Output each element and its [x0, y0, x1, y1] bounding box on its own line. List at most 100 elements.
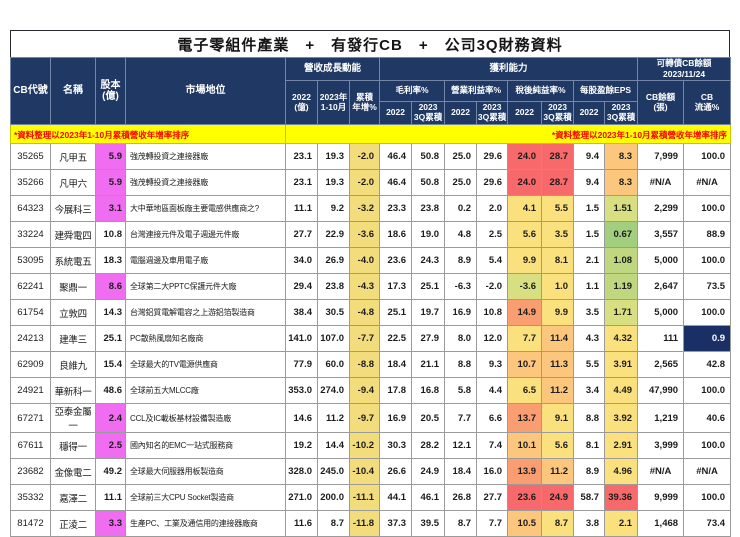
cell-op-2022: 0.2 — [444, 195, 478, 222]
cell-net-3q: 11.3 — [541, 351, 575, 378]
cell-net-3q: 8.7 — [541, 510, 575, 537]
cell-gross-3q: 21.1 — [411, 351, 446, 378]
cell-eps-3q: 0.67 — [604, 221, 639, 248]
cell-net-2022: 24.0 — [507, 169, 543, 196]
cell-op-3q: 2.5 — [476, 221, 509, 248]
cell-op-2022: 25.0 — [444, 169, 478, 196]
col-header-cb-code: CB代號 — [10, 57, 51, 125]
cell-name: 凡甲六 — [50, 169, 96, 196]
cell-eps-3q: 3.92 — [604, 403, 639, 433]
cell-gross-2022: 17.8 — [379, 377, 413, 404]
group-header-profitability: 獲利能力 — [379, 57, 639, 81]
cell-net-2022: 13.7 — [507, 403, 543, 433]
cell-cb-float: 100.0 — [683, 484, 732, 511]
cell-rev-2023: 11.2 — [317, 403, 350, 433]
cell-yoy: -7.7 — [348, 325, 381, 352]
cell-net-3q: 5.5 — [541, 195, 575, 222]
cell-gross-3q: 19.7 — [411, 299, 446, 326]
cell-net-3q: 11.4 — [541, 325, 575, 352]
cell-cb-float: 88.9 — [683, 221, 732, 248]
table-row: 64323 今展科三 3.1 大中華地區面板廠主要電感供應商之? 11.1 9.2 -3.2… — [10, 195, 732, 222]
cell-cb-balance: 47,990 — [637, 377, 685, 404]
cell-op-2022: 4.8 — [444, 221, 478, 248]
cell-gross-2022: 46.4 — [379, 143, 413, 170]
cell-cb-float: 100.0 — [683, 299, 732, 326]
cell-market-position: 國內知名的EMC一站式服務商 — [125, 432, 286, 459]
cell-cb-balance: 111 — [637, 325, 685, 352]
cell-rev-2022: 23.1 — [285, 143, 318, 170]
cell-eps-3q: 2.1 — [604, 510, 639, 537]
cell-cb-float: 42.8 — [683, 351, 732, 378]
col-header-cb-balance: CB餘額 (張) — [637, 80, 685, 125]
cell-cb-code: 61754 — [10, 299, 51, 326]
cell-gross-3q: 19.0 — [411, 221, 446, 248]
cell-capital: 5.9 — [95, 143, 126, 170]
cell-gross-3q: 46.1 — [411, 484, 446, 511]
cell-net-3q: 28.7 — [541, 169, 575, 196]
cell-cb-float: 40.6 — [683, 403, 732, 433]
cell-net-3q: 11.2 — [541, 377, 575, 404]
cell-cb-float: 100.0 — [683, 247, 732, 274]
cell-gross-3q: 16.8 — [411, 377, 446, 404]
cell-eps-2022: 3.8 — [573, 510, 606, 537]
cell-yoy: -10.4 — [348, 458, 381, 485]
cell-net-3q: 9.9 — [541, 299, 575, 326]
cell-gross-3q: 24.3 — [411, 247, 446, 274]
cell-name: 正淩二 — [50, 510, 96, 537]
cell-rev-2022: 11.6 — [285, 510, 318, 537]
col-header-net-2022: 2022 — [507, 101, 543, 125]
cell-rev-2022: 141.0 — [285, 325, 318, 352]
cell-cb-balance: #N/A — [637, 458, 685, 485]
cell-net-2022: 24.0 — [507, 143, 543, 170]
cell-eps-3q: 4.32 — [604, 325, 639, 352]
cell-gross-2022: 17.3 — [379, 273, 413, 300]
cell-capital: 11.1 — [95, 484, 126, 511]
cell-eps-2022: 8.9 — [573, 458, 606, 485]
cell-rev-2023: 19.3 — [317, 143, 350, 170]
cell-cb-balance: 5,000 — [637, 247, 685, 274]
cell-cb-float: 100.0 — [683, 195, 732, 222]
financial-table-sheet: 電子零組件產業 + 有發行CB + 公司3Q財務資料 CB代號 名稱 股本 (億… — [10, 30, 732, 537]
cell-gross-2022: 25.1 — [379, 299, 413, 326]
cell-net-2022: 23.6 — [507, 484, 543, 511]
table-row: 62909 良維九 15.4 全球最大的TV電源供應商 77.9 60.0 -8.8 18.4… — [10, 351, 732, 378]
cell-capital: 49.2 — [95, 458, 126, 485]
cell-market-position: 全球最大伺服器用板製造商 — [125, 458, 286, 485]
cell-net-2022: 10.7 — [507, 351, 543, 378]
cell-cb-code: 67271 — [10, 403, 51, 433]
cell-rev-2022: 271.0 — [285, 484, 318, 511]
cell-yoy: -4.0 — [348, 247, 381, 274]
cell-rev-2023: 9.2 — [317, 195, 350, 222]
cell-op-3q: 12.0 — [476, 325, 509, 352]
cell-gross-3q: 20.5 — [411, 403, 446, 433]
cell-net-2022: 10.1 — [507, 432, 543, 459]
cell-cb-float: 100.0 — [683, 143, 732, 170]
cell-rev-2022: 14.6 — [285, 403, 318, 433]
cell-op-2022: 8.9 — [444, 247, 478, 274]
cell-market-position: 強茂轉投資之連接器廠 — [125, 169, 286, 196]
col-header-name: 名稱 — [50, 57, 96, 125]
sort-note-left: *資料整理以2023年1-10月累積營收年增率排序 — [10, 124, 286, 144]
cell-rev-2023: 245.0 — [317, 458, 350, 485]
cell-eps-2022: 9.4 — [573, 169, 606, 196]
cell-cb-code: 53095 — [10, 247, 51, 274]
table-row: 23682 金像電二 49.2 全球最大伺服器用板製造商 328.0 245.0 -10.4… — [10, 458, 732, 485]
cell-rev-2023: 14.4 — [317, 432, 350, 459]
cell-net-3q: 5.6 — [541, 432, 575, 459]
cell-cb-balance: 1,219 — [637, 403, 685, 433]
col-header-op-3q: 2023 3Q累積 — [476, 101, 509, 125]
cell-gross-2022: 44.1 — [379, 484, 413, 511]
cell-op-2022: 12.1 — [444, 432, 478, 459]
cell-cb-balance: 2,647 — [637, 273, 685, 300]
cell-cb-balance: 3,557 — [637, 221, 685, 248]
cell-name: 系統電五 — [50, 247, 96, 274]
cell-rev-2022: 38.4 — [285, 299, 318, 326]
cell-eps-2022: 2.1 — [573, 247, 606, 274]
cell-rev-2022: 328.0 — [285, 458, 318, 485]
cell-op-2022: 5.8 — [444, 377, 478, 404]
cell-eps-3q: 1.51 — [604, 195, 639, 222]
group-header-cb-balance: 可轉債CB餘額 2023/11/24 — [637, 57, 732, 81]
cell-rev-2023: 60.0 — [317, 351, 350, 378]
cell-cb-float: #N/A — [683, 458, 732, 485]
cell-op-3q: 7.4 — [476, 432, 509, 459]
